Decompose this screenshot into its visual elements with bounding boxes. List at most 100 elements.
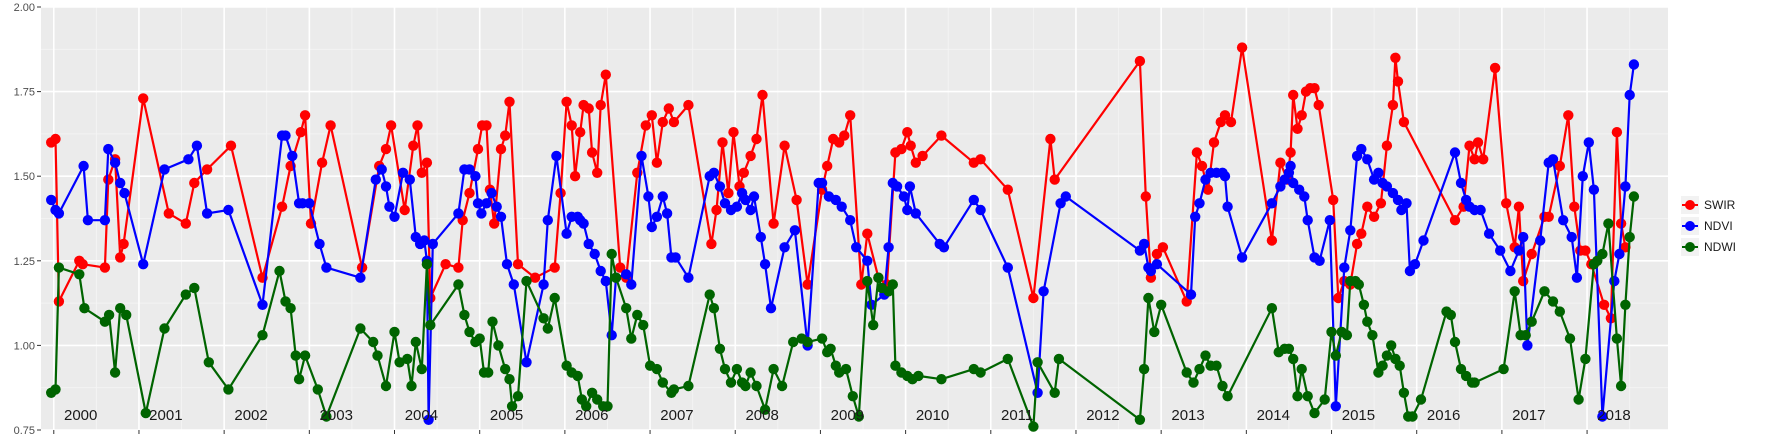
data-point-ndwi [1597,248,1608,260]
data-point-swir [1398,116,1410,128]
data-point-swir [1045,133,1056,145]
data-point-ndwi [53,262,65,273]
data-point-swir [917,150,928,162]
data-point-ndvi [1145,265,1157,277]
data-point-ndvi [845,215,856,226]
data-point-ndwi [1620,299,1631,310]
data-point-ndvi [1381,181,1393,192]
data-point-swir [1202,184,1214,195]
data-point-ndwi [745,367,756,378]
x-axis [53,430,1588,434]
data-point-ndvi [1392,194,1404,206]
data-point-ndvi [759,259,771,270]
data-point-swir [118,238,129,250]
data-point-swir [1196,160,1208,172]
y-axis: 0.75 1.00 1.25 1.50 1.75 2.00 [14,2,41,437]
data-point-swir [683,99,694,111]
data-point-ndwi [1398,387,1410,398]
data-point-ndvi [708,167,720,178]
year-label: 2008 [745,407,778,424]
data-point-swir [583,103,594,114]
data-point-ndvi [46,194,57,206]
data-point-swir [745,150,756,162]
data-point-ndvi [683,272,694,283]
data-point-ndvi [578,218,589,229]
data-point-ndvi [453,208,464,219]
data-point-ndwi [74,269,85,280]
data-point-ndwi [719,363,731,375]
data-point-ndvi [643,191,654,202]
data-point-swir [1275,157,1286,168]
data-point-ndwi [1526,316,1537,327]
data-point-swir [1296,110,1307,121]
y-tick-label: 1.00 [14,340,35,352]
data-point-ndwi [223,384,234,395]
data-point-ndwi [683,380,694,392]
data-point-ndwi [1367,330,1378,341]
data-point-ndwi [512,391,524,402]
data-point-ndwi [180,289,191,300]
data-point-swir [1513,201,1525,212]
data-point-swir [595,99,606,111]
legend-label-ndwi: NDWI [1704,240,1736,254]
data-point-swir [600,69,611,80]
data-point-ndvi [1330,401,1342,412]
data-point-ndwi [887,279,898,290]
data-point-swir [421,157,433,168]
data-point-ndvi [257,299,268,310]
data-point-ndvi [1219,171,1231,182]
data-point-ndwi [1509,286,1520,297]
data-point-ndvi [651,211,663,222]
data-point-ndwi [483,367,494,378]
data-point-ndvi [836,201,847,212]
data-point-ndwi [632,309,643,321]
data-point-ndvi [1535,235,1546,246]
year-label: 2001 [149,407,182,424]
data-point-swir [225,140,237,151]
data-point-ndwi [1032,357,1043,368]
data-point-ndwi [1469,377,1480,388]
data-point-ndvi [53,208,65,219]
data-point-ndwi [1319,394,1330,405]
legend-label-ndvi: NDVI [1704,219,1733,233]
data-point-ndvi [1002,262,1013,273]
data-point-swir [1381,140,1393,151]
data-point-swir [569,171,581,182]
data-point-swir [1469,154,1480,165]
data-point-ndwi [257,330,268,341]
data-point-ndvi [521,357,532,368]
year-label: 2012 [1086,407,1119,424]
data-point-ndvi [397,167,409,178]
series-ndwi [46,191,1640,432]
data-point-ndvi [1138,238,1150,250]
data-point-ndvi [542,215,553,226]
data-point-ndwi [402,353,413,365]
data-point-swir [1134,55,1146,67]
data-point-swir [738,167,749,178]
data-point-ndwi [1217,380,1228,392]
data-point-ndvi [370,174,381,185]
legend-key-point [1685,200,1695,210]
data-point-swir [77,259,88,270]
data-point-swir [757,89,768,101]
data-point-ndwi [1353,279,1365,290]
data-point-swir [464,187,475,199]
data-point-ndvi [1345,225,1356,236]
data-point-swir [295,127,306,138]
data-point-ndwi [1326,326,1337,338]
data-point-swir [1526,248,1537,260]
legend: SWIR NDVI NDWI [1681,196,1736,256]
data-point-ndwi [506,401,518,412]
data-point-ndvi [491,201,502,212]
data-point-swir [1501,198,1512,209]
data-point-swir [646,110,657,121]
data-point-ndvi [583,238,594,250]
data-point-ndwi [1358,299,1370,310]
year-label: 2015 [1342,407,1375,424]
data-point-ndwi [1415,394,1427,405]
data-point-ndvi [508,279,519,290]
series-layer [46,42,1640,432]
data-point-swir [1266,235,1278,246]
data-point-ndwi [1309,407,1320,419]
data-point-ndvi [1583,137,1595,148]
